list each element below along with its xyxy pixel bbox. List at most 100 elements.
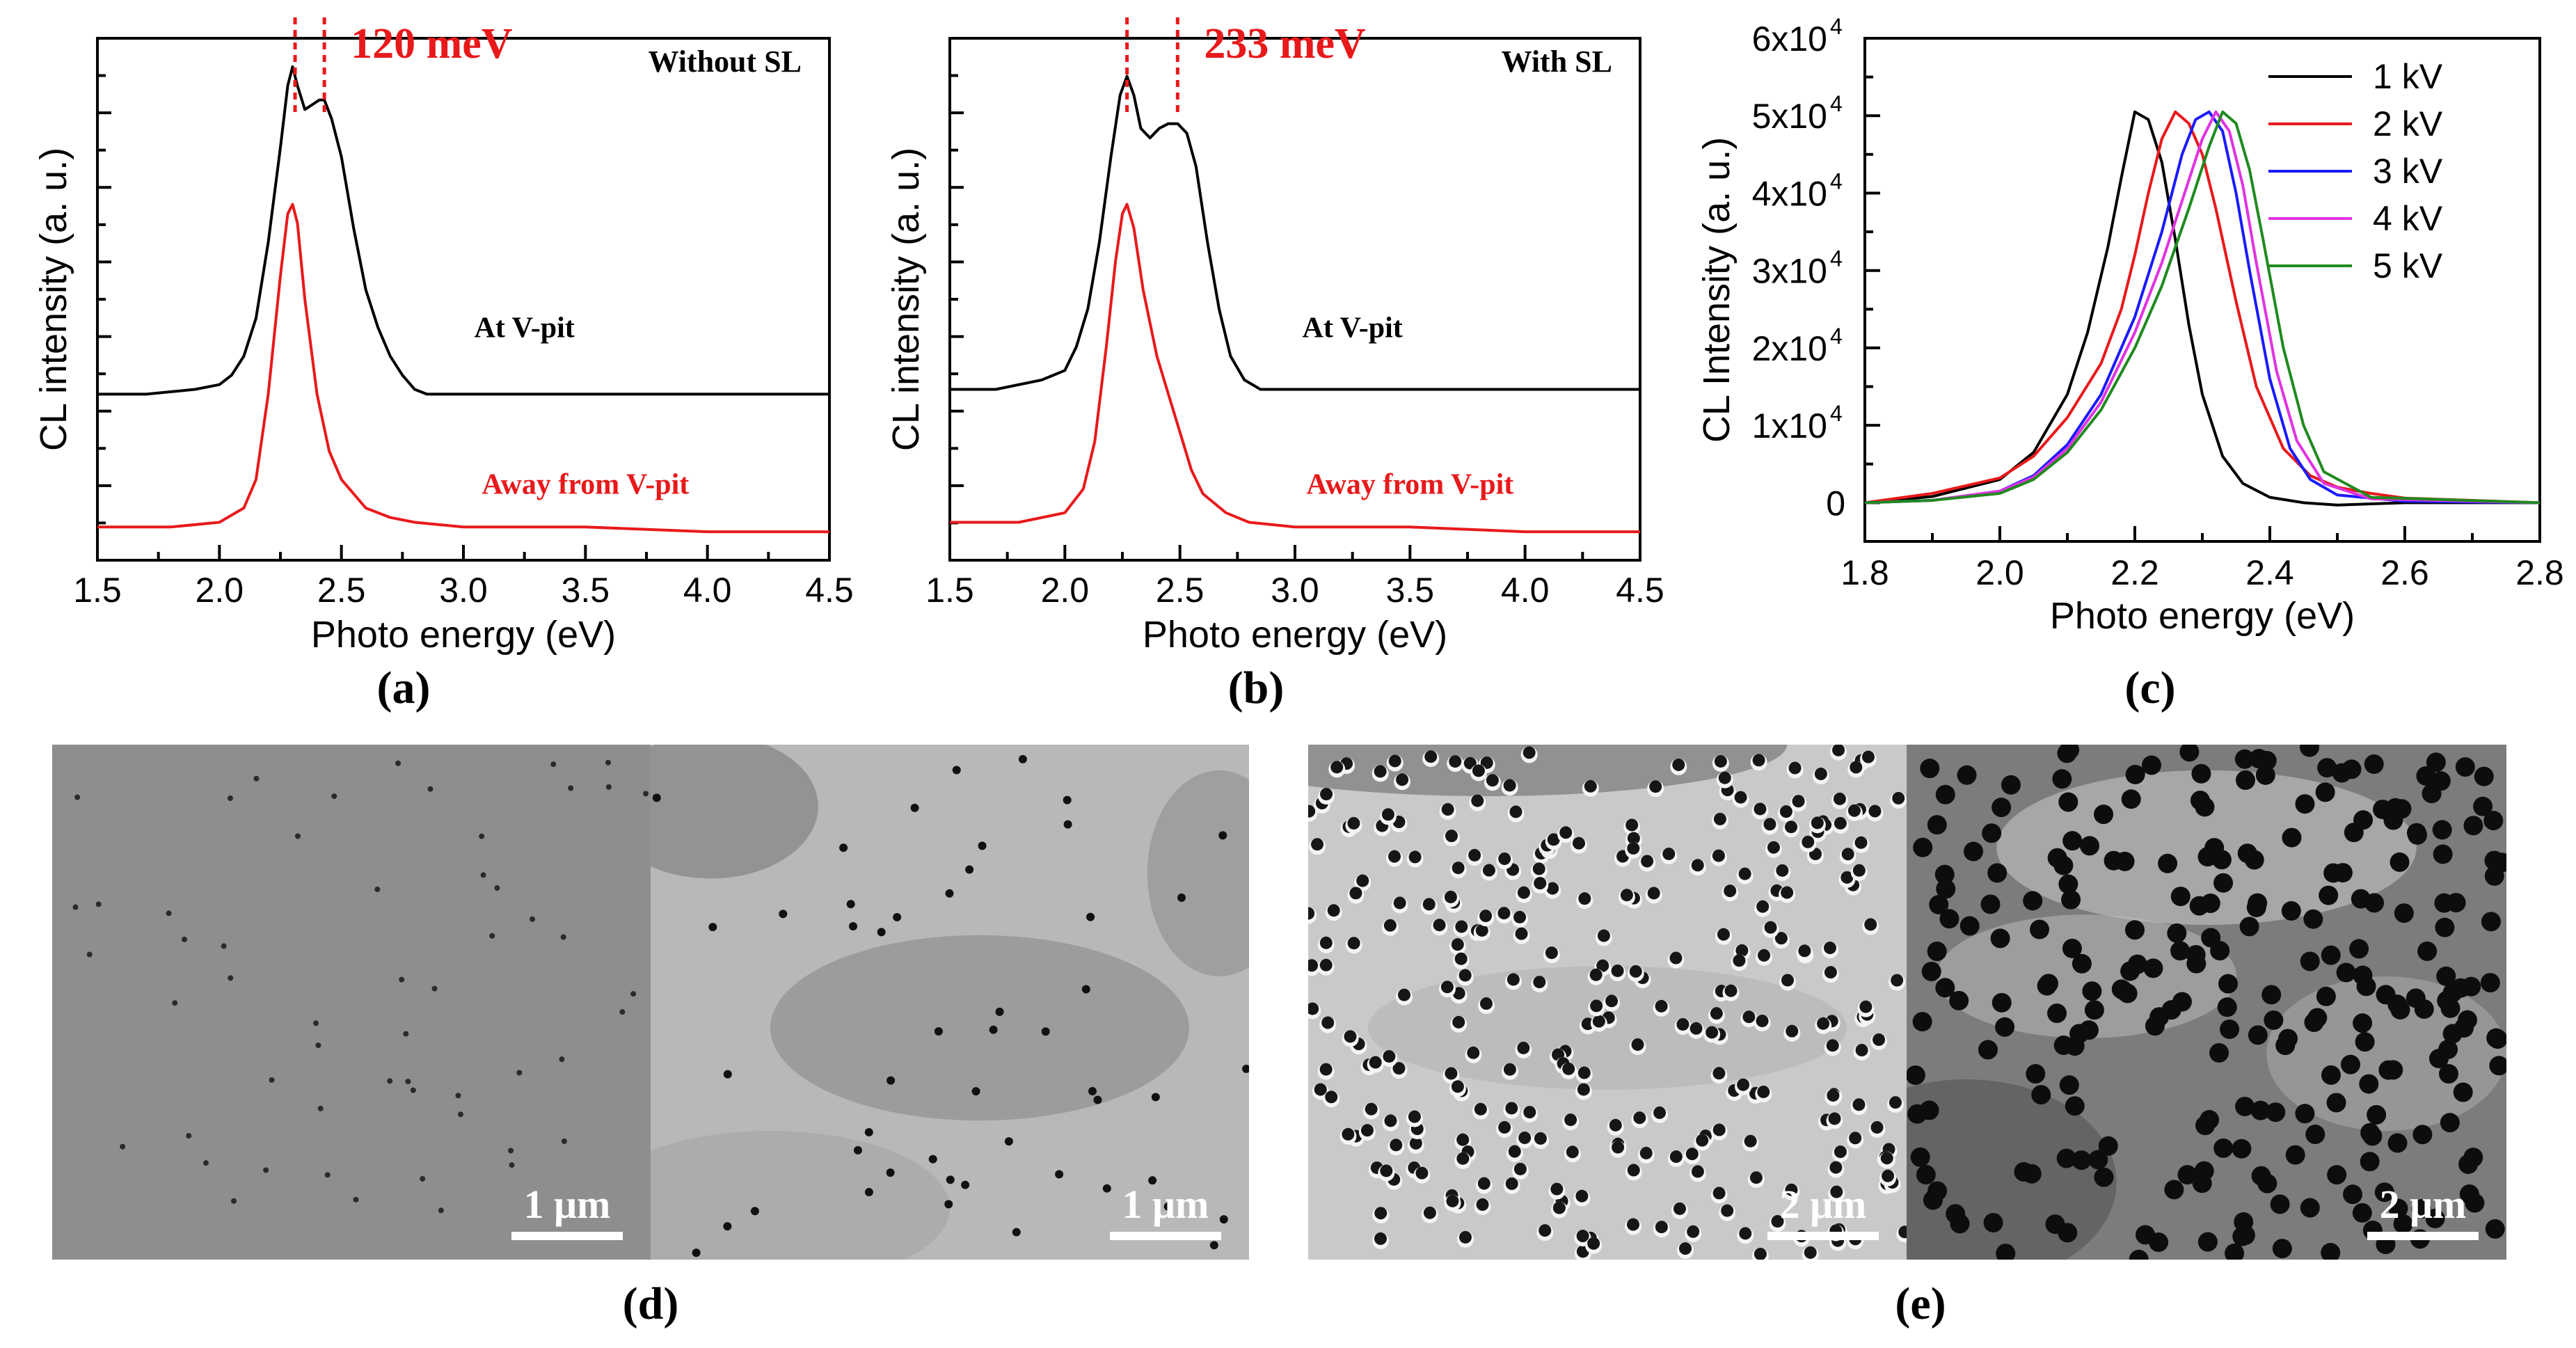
v-pit xyxy=(1505,1102,1518,1115)
v-pit xyxy=(2481,912,2501,932)
v-pit xyxy=(1342,1127,1355,1141)
v-pit xyxy=(2393,1214,2413,1234)
v-pit xyxy=(489,933,495,939)
v-pit xyxy=(313,1020,319,1026)
v-pit xyxy=(1850,761,1863,774)
v-pit xyxy=(253,775,260,782)
v-pit xyxy=(965,865,974,874)
v-pit xyxy=(1451,1080,1464,1093)
v-pit xyxy=(2461,976,2481,997)
v-pit xyxy=(455,1093,461,1099)
v-pit xyxy=(479,833,485,839)
v-pit xyxy=(508,1148,514,1154)
v-pit xyxy=(779,910,788,919)
v-pit xyxy=(1627,832,1640,845)
v-pit xyxy=(1055,1170,1064,1179)
v-pit xyxy=(2422,784,2442,804)
v-pit xyxy=(2014,1161,2034,1182)
v-pit xyxy=(1479,997,1493,1010)
v-pit xyxy=(2264,1010,2284,1030)
v-pit xyxy=(438,1207,444,1214)
v-pit xyxy=(202,1160,209,1166)
v-pit xyxy=(166,910,172,917)
v-pit xyxy=(2340,1054,2360,1075)
v-pit xyxy=(1990,928,2010,949)
v-pit xyxy=(2200,893,2220,913)
v-pit xyxy=(971,1087,980,1096)
v-pit xyxy=(2360,1152,2380,1172)
v-pit xyxy=(1505,1177,1518,1190)
v-pit xyxy=(2434,893,2454,913)
v-pit xyxy=(230,1198,237,1204)
v-pit xyxy=(1503,1063,1516,1076)
image-background xyxy=(52,745,651,1260)
v-pit xyxy=(1444,890,1457,903)
v-pit xyxy=(182,936,188,942)
v-pit xyxy=(1752,754,1765,767)
v-pit xyxy=(2343,1184,2363,1205)
v-pit xyxy=(1920,759,1940,779)
v-pit xyxy=(1533,976,1546,989)
v-pit xyxy=(1855,1043,1868,1056)
v-pit xyxy=(934,1027,943,1036)
scale-bar-label: 1 μm xyxy=(524,1182,611,1227)
v-pit xyxy=(228,975,234,981)
v-pit xyxy=(1440,981,1454,994)
v-pit xyxy=(1596,959,1609,972)
y-axis-label: CL Intensity (a. u.) xyxy=(1696,137,1738,443)
v-pit xyxy=(1308,907,1315,920)
v-pit xyxy=(1754,1247,1767,1260)
v-pit xyxy=(1737,1078,1750,1091)
v-pit xyxy=(2474,766,2494,786)
v-pit xyxy=(1710,1007,1723,1020)
v-pit xyxy=(1452,987,1465,1000)
y-tick-label: 6x10 xyxy=(1752,19,1827,58)
v-pit xyxy=(1754,802,1767,816)
y-axis-label: CL intensity (a. u.) xyxy=(33,148,74,451)
v-pit xyxy=(2465,1193,2485,1213)
v-pit xyxy=(2235,1096,2255,1116)
v-pit xyxy=(1374,1232,1387,1245)
v-pit xyxy=(2300,1198,2320,1218)
v-pit xyxy=(1957,765,1977,785)
v-pit xyxy=(2278,1029,2298,1049)
v-pit xyxy=(2282,827,2302,848)
v-pit xyxy=(1832,745,1845,756)
v-pit xyxy=(1840,871,1854,884)
v-pit xyxy=(186,1133,192,1139)
v-pit xyxy=(1713,812,1726,825)
v-pit xyxy=(2300,745,2320,757)
y-axis-label: CL intensity (a. u.) xyxy=(885,148,927,451)
v-pit xyxy=(1445,1067,1458,1080)
v-pit xyxy=(978,841,987,850)
v-pit xyxy=(1912,1012,1932,1032)
v-pit xyxy=(1383,919,1397,932)
v-pit xyxy=(1647,887,1660,900)
v-pit xyxy=(2143,958,2163,978)
v-pit xyxy=(2406,823,2426,843)
v-pit xyxy=(605,759,611,766)
v-pit xyxy=(1627,1218,1640,1231)
v-pit xyxy=(1891,974,1904,987)
v-pit xyxy=(1689,1022,1703,1035)
v-pit xyxy=(2364,893,2385,913)
v-pit xyxy=(2473,796,2493,816)
v-pit xyxy=(1480,756,1493,769)
v-pit xyxy=(1913,837,1933,857)
v-pit xyxy=(431,985,438,992)
v-pit xyxy=(1388,850,1401,863)
v-pit xyxy=(1779,805,1792,818)
v-pit xyxy=(509,1162,515,1168)
v-pit xyxy=(1627,1164,1640,1177)
v-pit xyxy=(2387,1133,2408,1153)
v-pit xyxy=(2125,920,2145,940)
v-pit xyxy=(1384,1114,1397,1127)
y-tick-label: 5x10 xyxy=(1752,97,1827,136)
v-pit xyxy=(427,786,434,792)
v-pit xyxy=(1308,804,1316,818)
v-pit xyxy=(2248,893,2268,913)
v-pit xyxy=(928,1155,937,1164)
v-pit xyxy=(1390,1139,1403,1152)
v-pit xyxy=(2220,1019,2240,1039)
v-pit xyxy=(2326,1093,2346,1113)
